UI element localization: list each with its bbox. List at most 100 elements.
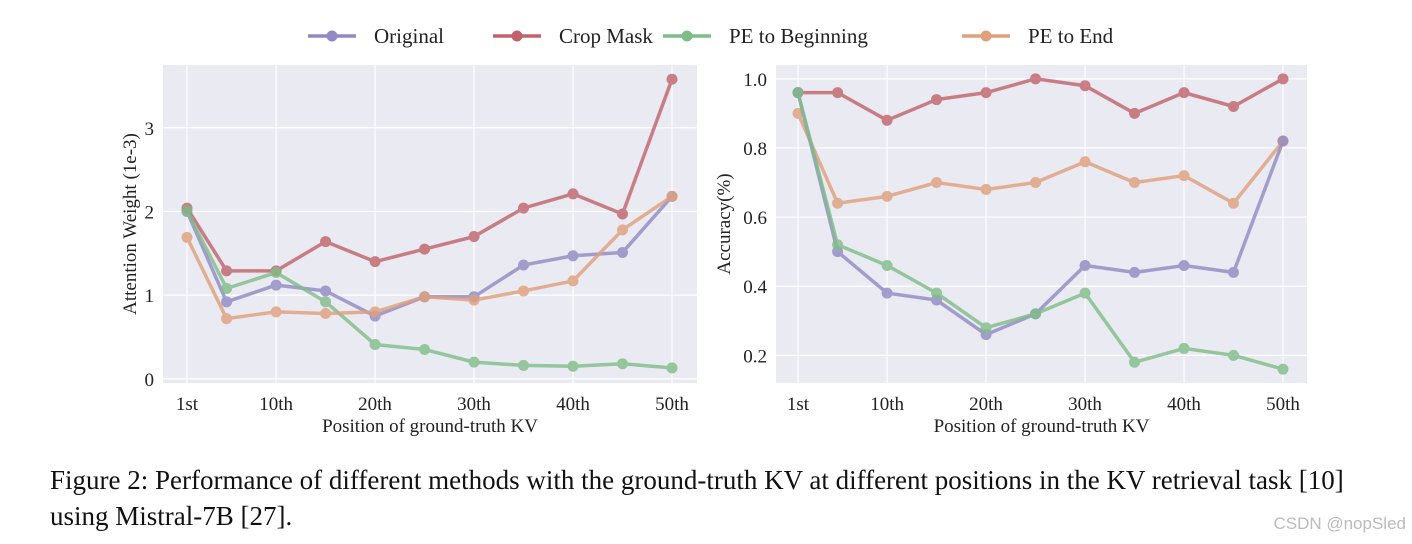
series-pe-to-beginning (181, 205, 678, 374)
data-point (980, 87, 992, 99)
data-point (320, 296, 332, 308)
data-point (1178, 87, 1190, 99)
data-point (270, 267, 282, 279)
data-point (1079, 259, 1091, 271)
data-point (369, 339, 381, 351)
x-tick-label: 40th (556, 394, 590, 415)
y-tick-label: 0 (145, 370, 155, 391)
data-point (518, 359, 530, 371)
watermark: CSDN @nopSled (1273, 514, 1406, 533)
data-point (980, 183, 992, 195)
legend-item: Crop Mask (493, 24, 653, 48)
data-point (518, 285, 530, 297)
figure: Original Crop Mask PE to Beginning PE to En… (120, 24, 1307, 437)
data-point (320, 285, 332, 297)
data-point (270, 279, 282, 291)
data-point (1129, 177, 1141, 189)
data-point (1228, 266, 1240, 278)
data-point (832, 239, 844, 251)
y-tick-label: 0.2 (743, 346, 767, 367)
data-point (320, 236, 332, 248)
data-point (1277, 363, 1289, 375)
data-point (270, 306, 282, 318)
legend-item: PE to Beginning (663, 24, 868, 48)
data-point (468, 356, 480, 368)
legend-marker (326, 30, 338, 42)
data-point (1030, 308, 1042, 320)
data-point (1228, 197, 1240, 209)
data-point (931, 177, 943, 189)
data-point (666, 362, 678, 374)
data-point (567, 275, 579, 287)
plot-area (776, 65, 1307, 383)
data-point (221, 296, 233, 308)
data-point (567, 360, 579, 372)
data-point (931, 94, 943, 106)
data-point (369, 306, 381, 318)
data-point (1079, 156, 1091, 168)
data-point (881, 259, 893, 271)
legend-item: PE to End (962, 24, 1114, 48)
legend-label: Crop Mask (559, 24, 653, 48)
data-point (832, 87, 844, 99)
data-point (1178, 259, 1190, 271)
x-tick-label: 20th (358, 394, 392, 415)
data-point (181, 231, 193, 243)
data-point (221, 282, 233, 294)
legend-marker (980, 30, 992, 42)
data-point (881, 114, 893, 126)
data-point (617, 208, 629, 220)
y-tick-label: 1 (145, 286, 155, 307)
data-point (1129, 107, 1141, 119)
x-tick-label: 50th (655, 394, 689, 415)
x-tick-label: 50th (1266, 394, 1300, 415)
legend-label: PE to End (1028, 24, 1114, 48)
x-tick-label: 10th (259, 394, 293, 415)
data-point (419, 291, 431, 303)
data-point (1030, 177, 1042, 189)
data-point (1178, 342, 1190, 354)
data-point (221, 313, 233, 325)
data-point (468, 231, 480, 243)
data-point (832, 197, 844, 209)
data-point (792, 87, 804, 99)
data-point (518, 259, 530, 271)
y-tick-label: 1.0 (743, 70, 767, 91)
data-point (1228, 349, 1240, 361)
data-point (320, 308, 332, 320)
x-tick-label: 1st (176, 394, 199, 415)
legend-label: PE to Beginning (729, 24, 868, 48)
y-tick-label: 2 (145, 202, 155, 223)
legend-label: Original (374, 24, 444, 48)
data-point (567, 250, 579, 262)
y-tick-label: 0.8 (743, 139, 767, 160)
data-point (221, 265, 233, 277)
x-tick-label: 40th (1167, 394, 1201, 415)
plot-area (163, 65, 697, 383)
x-axis-label: Position of ground-truth KV (322, 416, 538, 437)
data-point (518, 202, 530, 214)
x-tick-label: 20th (969, 394, 1003, 415)
y-axis-label: Attention Weight (1e-3) (120, 133, 141, 315)
data-point (881, 287, 893, 299)
data-point (567, 188, 579, 200)
legend-marker (511, 30, 523, 42)
x-axis-label: Position of ground-truth KV (934, 416, 1150, 437)
data-point (881, 190, 893, 202)
data-point (1277, 135, 1289, 147)
data-point (1228, 100, 1240, 112)
data-point (1277, 73, 1289, 85)
data-point (1129, 266, 1141, 278)
y-tick-label: 0.4 (743, 277, 767, 298)
legend-marker (681, 30, 693, 42)
data-point (419, 344, 431, 356)
data-point (617, 224, 629, 236)
series-pe-to-beginning (792, 87, 1289, 375)
data-point (1030, 73, 1042, 85)
data-point (980, 322, 992, 334)
y-tick-label: 3 (145, 119, 155, 140)
figure-caption: Figure 2: Performance of different metho… (50, 465, 1344, 531)
chart-1: 1st 10th 20th 30th 40th 50th 0 1 2 3 Position of g… (120, 65, 697, 437)
x-tick-label: 30th (1068, 394, 1102, 415)
data-point (1178, 170, 1190, 182)
